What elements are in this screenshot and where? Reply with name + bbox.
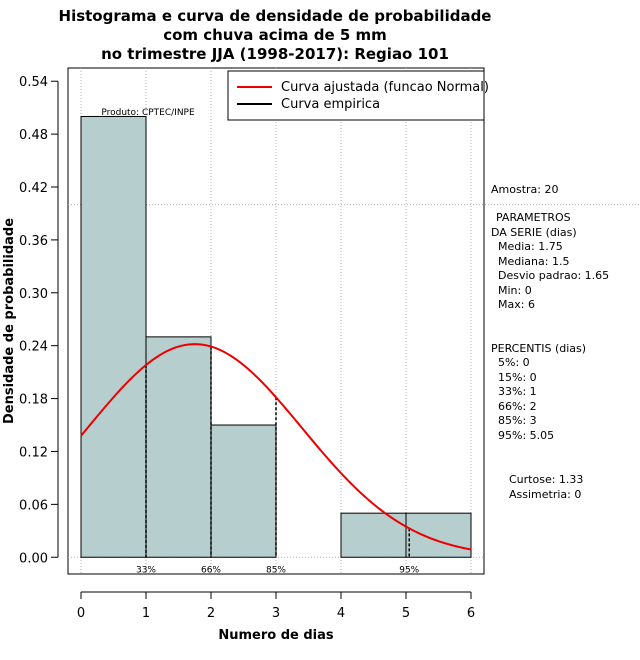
histogram-bar-1 — [145, 336, 212, 558]
x-tick-label-1: 1 — [142, 606, 150, 621]
percentile-label-0: 33% — [136, 565, 156, 575]
legend-fit-label: Curva ajustada (funcao Normal) — [281, 80, 489, 95]
stat-curtose: Curtose: 1.33 — [509, 473, 583, 486]
percentil-5: 5%: 0 — [498, 356, 530, 369]
legend-empirical-label: Curva empirica — [281, 97, 380, 112]
percentile-markers: 33% 66% 85% 95% — [136, 346, 420, 575]
x-axis: 0 1 2 3 4 5 6 — [77, 591, 475, 621]
x-tick-label-4: 4 — [337, 606, 345, 621]
x-tick-label-5: 5 — [402, 606, 410, 621]
percentis-title: PERCENTIS (dias) — [491, 342, 586, 355]
y-tick-label-9: 0.54 — [19, 75, 48, 90]
legend: Curva ajustada (funcao Normal) Curva emp… — [227, 70, 489, 121]
x-tick-label-6: 6 — [467, 606, 475, 621]
chart-title-line-1: Histograma e curva de densidade de proba… — [59, 7, 492, 25]
curve-layer — [80, 343, 472, 551]
y-axis-label: Densidade de probabilidade — [2, 218, 17, 424]
stat-mediana: Mediana: 1.5 — [498, 255, 569, 268]
params-subtitle: DA SERIE (dias) — [491, 226, 577, 239]
percentil-95: 95%: 5.05 — [498, 429, 554, 442]
y-tick-label-7: 0.42 — [19, 181, 48, 196]
percentil-85: 85%: 3 — [498, 414, 537, 427]
stat-min: Min: 0 — [498, 284, 532, 297]
histogram-bars — [80, 115, 472, 558]
histogram-bar-2 — [210, 424, 277, 558]
stat-media: Media: 1.75 — [498, 240, 563, 253]
y-tick-label-8: 0.48 — [19, 128, 48, 143]
y-tick-label-3: 0.18 — [19, 393, 48, 408]
percentil-33: 33%: 1 — [498, 385, 537, 398]
stat-desvio: Desvio padrao: 1.65 — [498, 269, 609, 282]
histogram-bar-5 — [405, 512, 472, 558]
x-tick-label-0: 0 — [77, 606, 85, 621]
chart-title-line-3: no trimestre JJA (1998-2017): Regiao 101 — [101, 45, 449, 63]
stat-assimetria: Assimetria: 0 — [509, 488, 581, 501]
x-tick-label-2: 2 — [207, 606, 215, 621]
fitted-normal-curve — [80, 343, 472, 551]
histogram-bar-4 — [340, 512, 407, 558]
params-title: PARAMETROS — [496, 211, 571, 224]
percentile-label-2: 85% — [266, 565, 286, 575]
percentil-66: 66%: 2 — [498, 400, 537, 413]
y-tick-label-2: 0.12 — [19, 445, 48, 460]
percentile-label-3: 95% — [399, 565, 419, 575]
y-tick-label-6: 0.36 — [19, 234, 48, 249]
x-tick-label-3: 3 — [272, 606, 280, 621]
y-axis: 0.00 0.06 0.12 0.18 0.24 0.30 0.36 0.42 0.48 0.54 — [19, 75, 59, 566]
y-tick-label-0: 0.00 — [19, 551, 48, 566]
chart-title-line-2: com chuva acima de 5 mm — [163, 26, 387, 44]
y-tick-label-5: 0.30 — [19, 287, 48, 302]
stats-panel: Amostra: 20 PARAMETROS DA SERIE (dias) M… — [491, 183, 609, 501]
y-tick-label-1: 0.06 — [19, 498, 48, 513]
y-tick-label-4: 0.24 — [19, 340, 48, 355]
percentile-label-1: 66% — [201, 565, 221, 575]
histogram-bar-0 — [80, 115, 147, 558]
sample-size: Amostra: 20 — [491, 183, 558, 196]
legend-box — [227, 70, 485, 121]
product-label: Produto: CPTEC/INPE — [101, 108, 195, 118]
stat-max: Max: 6 — [498, 298, 535, 311]
x-axis-label: Numero de dias — [218, 628, 334, 643]
percentil-15: 15%: 0 — [498, 371, 537, 384]
